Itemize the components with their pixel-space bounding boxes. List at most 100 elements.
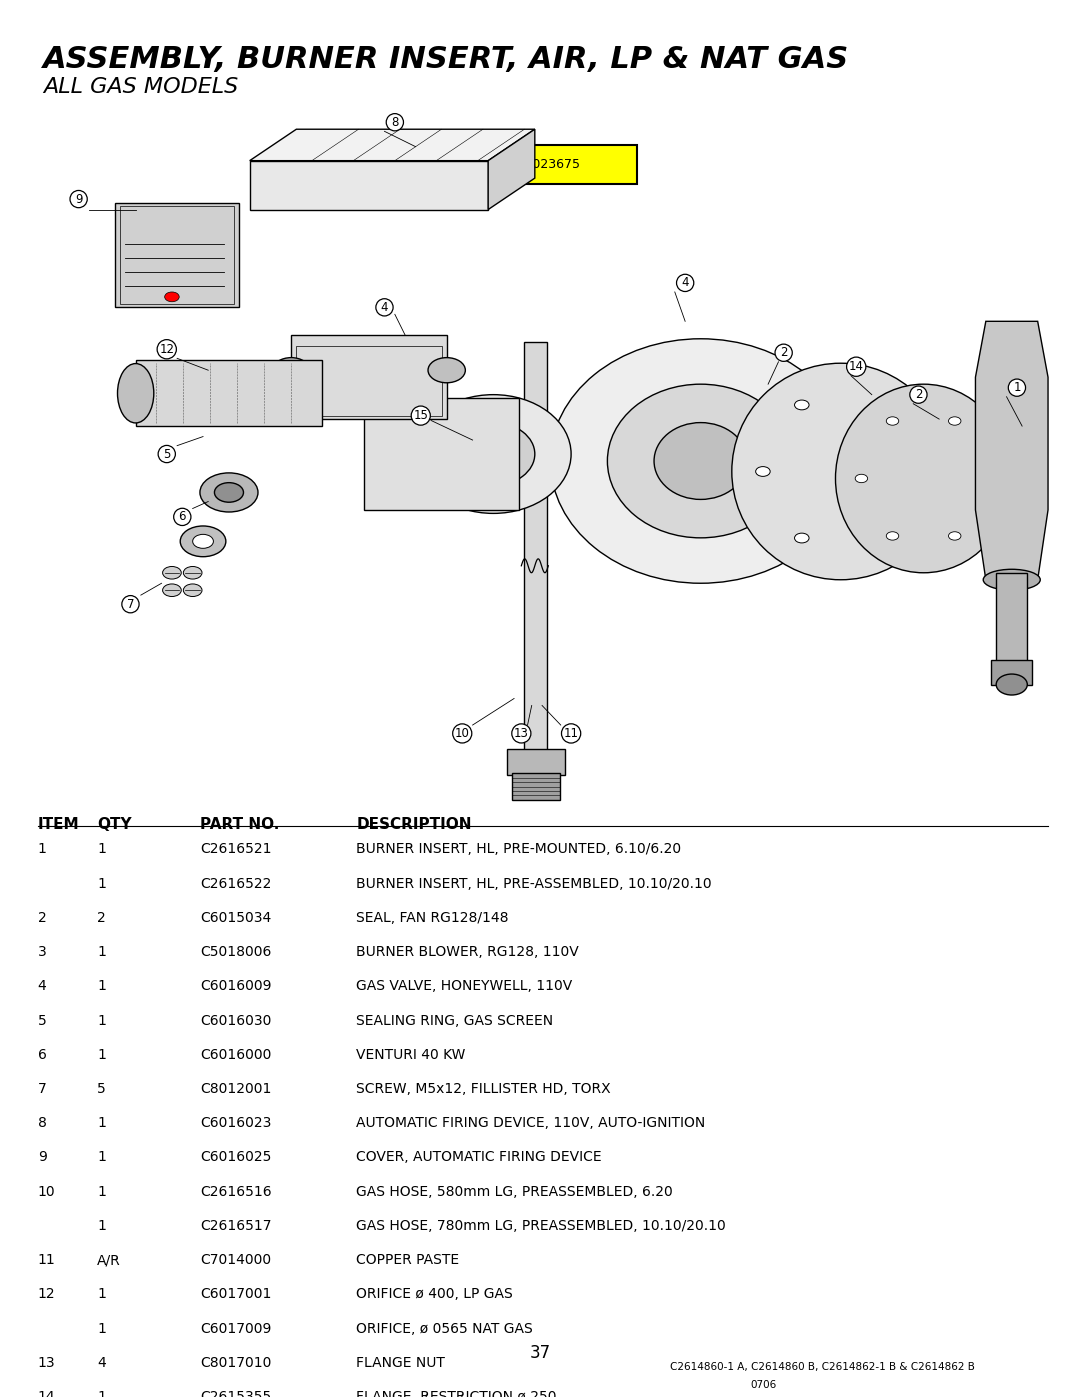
Bar bbox=[292, 335, 447, 419]
Text: 37: 37 bbox=[529, 1344, 551, 1362]
Text: C2616517: C2616517 bbox=[200, 1218, 271, 1234]
Circle shape bbox=[855, 475, 867, 483]
Text: C6016000: C6016000 bbox=[200, 1048, 271, 1062]
Circle shape bbox=[795, 534, 809, 543]
Text: 1: 1 bbox=[97, 1322, 106, 1336]
Ellipse shape bbox=[551, 339, 851, 584]
Text: C2615355: C2615355 bbox=[200, 1390, 271, 1397]
Text: 14: 14 bbox=[38, 1390, 55, 1397]
Text: 2: 2 bbox=[780, 346, 787, 359]
Text: 11: 11 bbox=[564, 726, 579, 740]
Circle shape bbox=[948, 416, 961, 425]
Text: C6016023: C6016023 bbox=[200, 1116, 271, 1130]
Ellipse shape bbox=[732, 363, 949, 580]
Text: 1: 1 bbox=[97, 1288, 106, 1302]
Ellipse shape bbox=[836, 384, 1012, 573]
Text: C6016009: C6016009 bbox=[200, 979, 271, 993]
Text: C6015034: C6015034 bbox=[200, 911, 271, 925]
Bar bbox=[525, 342, 548, 775]
Text: ASSEMBLY, BURNER INSERT, AIR, LP & NAT GAS: ASSEMBLY, BURNER INSERT, AIR, LP & NAT G… bbox=[43, 45, 850, 74]
Circle shape bbox=[163, 567, 181, 580]
Circle shape bbox=[948, 532, 961, 541]
Text: 1: 1 bbox=[97, 1185, 106, 1199]
Circle shape bbox=[428, 358, 465, 383]
Text: C6017001: C6017001 bbox=[200, 1288, 271, 1302]
Text: 1: 1 bbox=[97, 1014, 106, 1028]
Text: PART NO.: PART NO. bbox=[200, 817, 279, 833]
Polygon shape bbox=[249, 129, 535, 161]
Circle shape bbox=[912, 467, 926, 476]
Bar bbox=[136, 359, 322, 426]
Bar bbox=[991, 661, 1032, 685]
Text: 1: 1 bbox=[97, 1151, 106, 1165]
Text: SEAL, FAN RG128/148: SEAL, FAN RG128/148 bbox=[356, 911, 509, 925]
Text: 6: 6 bbox=[178, 510, 186, 524]
Ellipse shape bbox=[654, 422, 747, 500]
Ellipse shape bbox=[118, 363, 153, 423]
Circle shape bbox=[795, 400, 809, 409]
Text: ORIFICE ø 400, LP GAS: ORIFICE ø 400, LP GAS bbox=[356, 1288, 513, 1302]
Text: 6: 6 bbox=[38, 1048, 46, 1062]
Text: COPPER PASTE: COPPER PASTE bbox=[356, 1253, 459, 1267]
Polygon shape bbox=[249, 161, 488, 210]
Text: 12: 12 bbox=[159, 342, 174, 356]
Text: 5: 5 bbox=[163, 447, 171, 461]
Text: C2614860-1 A, C2614860 B, C2614862-1 B & C2614862 B: C2614860-1 A, C2614860 B, C2614862-1 B &… bbox=[670, 1362, 974, 1372]
Text: FLANGE NUT: FLANGE NUT bbox=[356, 1355, 445, 1370]
Text: 8: 8 bbox=[38, 1116, 46, 1130]
Text: 4: 4 bbox=[681, 277, 689, 289]
Text: 1: 1 bbox=[97, 1390, 106, 1397]
Circle shape bbox=[873, 534, 887, 543]
Text: 12: 12 bbox=[38, 1288, 55, 1302]
Circle shape bbox=[164, 292, 179, 302]
Text: SCREW, M5x12, FILLISTER HD, TORX: SCREW, M5x12, FILLISTER HD, TORX bbox=[356, 1083, 611, 1097]
Ellipse shape bbox=[983, 570, 1040, 591]
Text: 4: 4 bbox=[97, 1355, 106, 1370]
Text: 2: 2 bbox=[38, 911, 46, 925]
Text: C5018006: C5018006 bbox=[200, 946, 271, 960]
Bar bbox=[114, 203, 240, 307]
Circle shape bbox=[192, 534, 214, 549]
Bar bbox=[364, 398, 519, 510]
Text: 1: 1 bbox=[97, 877, 106, 891]
Text: FLANGE, RESTRICTION ø 250: FLANGE, RESTRICTION ø 250 bbox=[356, 1390, 557, 1397]
Text: ALL GAS MODELS: ALL GAS MODELS bbox=[43, 77, 239, 96]
Text: C2616522: C2616522 bbox=[200, 877, 271, 891]
Text: Burner Intake Hose  C701210023675: Burner Intake Hose C701210023675 bbox=[348, 158, 580, 172]
Text: C6017009: C6017009 bbox=[200, 1322, 271, 1336]
Text: 3: 3 bbox=[38, 946, 46, 960]
Circle shape bbox=[980, 475, 993, 483]
Text: C6016030: C6016030 bbox=[200, 1014, 271, 1028]
Text: 9: 9 bbox=[75, 193, 82, 205]
Circle shape bbox=[180, 525, 226, 556]
Text: 13: 13 bbox=[514, 726, 529, 740]
Text: 15: 15 bbox=[414, 409, 428, 422]
Text: 13: 13 bbox=[38, 1355, 55, 1370]
Text: GAS HOSE, 780mm LG, PREASSEMBLED, 10.10/20.10: GAS HOSE, 780mm LG, PREASSEMBLED, 10.10/… bbox=[356, 1218, 726, 1234]
Text: ORIFICE, ø 0565 NAT GAS: ORIFICE, ø 0565 NAT GAS bbox=[356, 1322, 534, 1336]
Bar bbox=[996, 573, 1027, 664]
Text: C7014000: C7014000 bbox=[200, 1253, 271, 1267]
Text: 14: 14 bbox=[849, 360, 864, 373]
Text: GAS VALVE, HONEYWELL, 110V: GAS VALVE, HONEYWELL, 110V bbox=[356, 979, 572, 993]
Text: DESCRIPTION: DESCRIPTION bbox=[356, 817, 472, 833]
Text: 7: 7 bbox=[126, 598, 134, 610]
Text: ITEM: ITEM bbox=[38, 817, 80, 833]
Text: COVER, AUTOMATIC FIRING DEVICE: COVER, AUTOMATIC FIRING DEVICE bbox=[356, 1151, 602, 1165]
Text: 1: 1 bbox=[97, 842, 106, 856]
Text: 0706: 0706 bbox=[751, 1380, 777, 1390]
Polygon shape bbox=[488, 129, 535, 210]
Polygon shape bbox=[975, 321, 1048, 580]
Text: 7: 7 bbox=[38, 1083, 46, 1097]
Ellipse shape bbox=[607, 384, 794, 538]
Text: 1: 1 bbox=[97, 979, 106, 993]
Text: SEALING RING, GAS SCREEN: SEALING RING, GAS SCREEN bbox=[356, 1014, 554, 1028]
Text: GAS HOSE, 580mm LG, PREASSEMBLED, 6.20: GAS HOSE, 580mm LG, PREASSEMBLED, 6.20 bbox=[356, 1185, 673, 1199]
Text: 9: 9 bbox=[38, 1151, 46, 1165]
Text: C8012001: C8012001 bbox=[200, 1083, 271, 1097]
Circle shape bbox=[887, 532, 899, 541]
Text: QTY: QTY bbox=[97, 817, 132, 833]
Text: 8: 8 bbox=[391, 116, 399, 129]
Text: 10: 10 bbox=[455, 726, 470, 740]
Circle shape bbox=[996, 673, 1027, 694]
